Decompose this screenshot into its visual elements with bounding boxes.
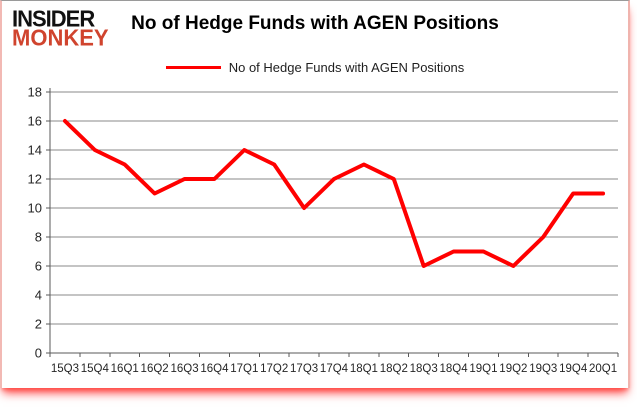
x-axis-tick-label: 17Q4: [320, 363, 349, 375]
legend-label: No of Hedge Funds with AGEN Positions: [228, 60, 465, 75]
x-axis-tick-label: 16Q2: [141, 363, 169, 375]
insider-monkey-logo: INSIDER MONKEY: [12, 5, 109, 51]
y-axis-tick-label: 16: [28, 114, 42, 129]
series-line: [62, 119, 606, 268]
x-axis-tick-label: 17Q1: [230, 363, 258, 375]
chart-image-frame: INSIDER MONKEY No of Hedge Funds with AG…: [0, 0, 630, 388]
y-axis-tick-label: 10: [28, 201, 42, 216]
x-axis-tick-label: 19Q4: [559, 363, 588, 375]
y-axis-tick-label: 8: [35, 230, 42, 245]
x-axis-tick-label: 15Q3: [51, 363, 79, 375]
y-axis-tick-label: 2: [35, 317, 42, 332]
x-axis-tick-label: 20Q1: [589, 363, 617, 375]
x-axis-tick-label: 19Q2: [499, 363, 527, 375]
x-axis-tick-label: 16Q4: [200, 363, 229, 375]
x-axis-tick-label: 18Q2: [380, 363, 408, 375]
y-axis-tick-label: 14: [28, 143, 42, 158]
x-axis-tick-label: 17Q3: [290, 363, 318, 375]
chart-title: No of Hedge Funds with AGEN Positions: [131, 13, 499, 34]
y-axis-tick-label: 4: [35, 288, 42, 303]
x-axis-tick-label: 18Q1: [350, 363, 378, 375]
x-axis-tick-label: 19Q1: [469, 363, 497, 375]
y-axis-tick-label: 0: [35, 346, 42, 361]
x-axis-tick-label: 16Q3: [170, 363, 198, 375]
x-axis-tick-label: 19Q3: [529, 363, 557, 375]
y-axis-tick-label: 18: [28, 85, 42, 100]
x-axis-tick-label: 16Q1: [111, 363, 139, 375]
legend-line-swatch: [165, 66, 221, 69]
x-axis-tick-label: 15Q4: [81, 363, 110, 375]
legend: No of Hedge Funds with AGEN Positions: [2, 60, 628, 75]
x-axis-tick-label: 17Q2: [260, 363, 288, 375]
y-axis-tick-label: 6: [35, 259, 42, 274]
x-axis-tick-label: 18Q3: [410, 363, 438, 375]
x-axis-tick-label: 18Q4: [440, 363, 469, 375]
y-axis-tick-label: 12: [28, 172, 42, 187]
logo-line-monkey: MONKEY: [12, 24, 109, 51]
logo-line-insider: INSIDER: [12, 5, 95, 32]
